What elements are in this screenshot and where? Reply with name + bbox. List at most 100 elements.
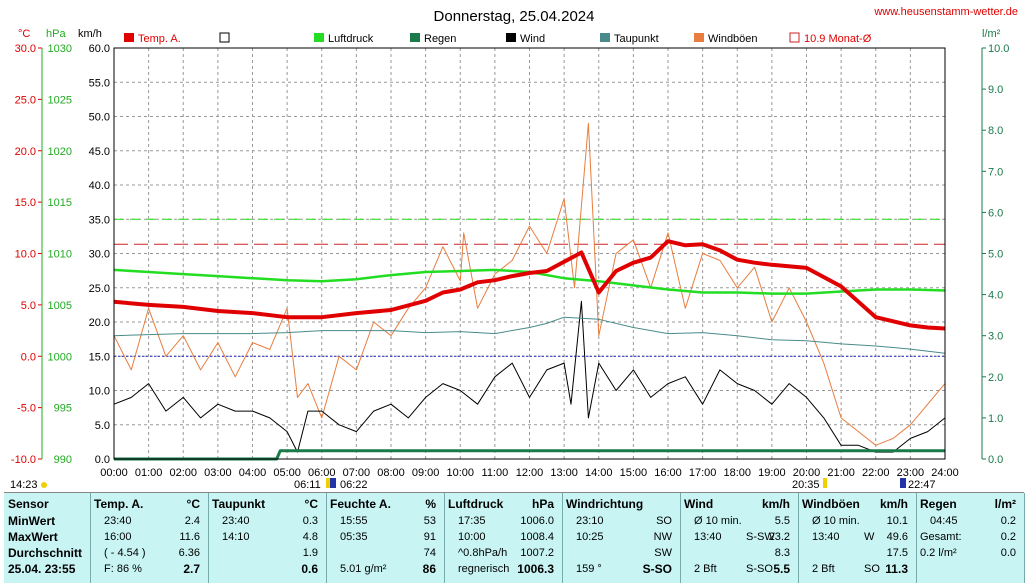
stats-header: Regen l/m² bbox=[916, 496, 1020, 512]
stats-row-label: Durchschnitt bbox=[8, 546, 83, 560]
stats-row-value: 2.7 bbox=[183, 562, 200, 576]
stats-row-value: 10.1 bbox=[886, 515, 908, 527]
stats-row: 0.6 bbox=[208, 561, 322, 577]
stats-row: MinWert bbox=[4, 513, 86, 529]
stats-row-value: 11.3 bbox=[885, 562, 908, 576]
stats-col-sensor: Sensor MinWert MaxWert Durchschnitt 25.04. 2… bbox=[4, 493, 91, 583]
stats-header: Wind km/h bbox=[680, 496, 794, 512]
stats-row-value: 1007.2 bbox=[520, 547, 554, 559]
rain-tick-label: 2.0 bbox=[988, 372, 1003, 384]
axes: 00:00 01:00 02:00 03:00 04:00 05:00 06:00 07:00… bbox=[11, 43, 1010, 479]
stats-row-value: 74 bbox=[423, 547, 436, 559]
press-tick-label: 1030 bbox=[48, 43, 72, 55]
hour-tick-label: 09:00 bbox=[412, 467, 440, 479]
stats-row-label: MinWert bbox=[8, 514, 56, 528]
site-link[interactable]: www.heusenstamm-wetter.de bbox=[873, 6, 1018, 18]
stats-row-value: S-SO bbox=[642, 562, 672, 576]
stats-row: 23:40 2.4 bbox=[90, 513, 204, 529]
hour-tick-label: 18:00 bbox=[723, 467, 751, 479]
stats-row-time: ^0.8hPa/h bbox=[458, 547, 508, 559]
grid bbox=[114, 48, 945, 459]
rain-unit: l/m² bbox=[982, 28, 1001, 40]
stats-header-unit: °C bbox=[304, 497, 318, 511]
stats-row-value: 11.6 bbox=[179, 531, 200, 543]
press-unit: hPa bbox=[46, 28, 66, 40]
stats-row: 13:40 W 49.6 bbox=[798, 529, 912, 545]
stats-row-time: 23:40 bbox=[222, 515, 250, 527]
stats-row: 1.9 bbox=[208, 545, 322, 561]
hour-tick-label: 04:00 bbox=[239, 467, 267, 479]
wind-tick-label: 0.0 bbox=[95, 454, 110, 466]
press-tick-label: 1005 bbox=[48, 300, 72, 312]
stats-row-time: 10:25 bbox=[576, 531, 604, 543]
sun-label: 06:22 bbox=[340, 479, 368, 491]
stats-row-value: 5.5 bbox=[773, 562, 790, 576]
stats-row-value: 2.4 bbox=[184, 515, 200, 527]
stats-row: MaxWert bbox=[4, 529, 86, 545]
press-tick-label: 995 bbox=[54, 403, 72, 415]
stats-col-regen: Regen l/m² 04:45 0.2 Gesamt: 0.2 0.2 l/m² 0.0 bbox=[916, 493, 1025, 583]
sunrise-icon bbox=[326, 478, 330, 488]
press-tick-label: 1000 bbox=[48, 351, 72, 363]
hour-tick-label: 20:00 bbox=[793, 467, 821, 479]
stats-header: Windböen km/h bbox=[798, 496, 912, 512]
wind-unit: km/h bbox=[78, 28, 102, 40]
wind-tick-label: 35.0 bbox=[89, 214, 110, 226]
stats-row: 10:00 1008.4 bbox=[444, 529, 558, 545]
press-tick-label: 1025 bbox=[48, 94, 72, 106]
stats-row-dir: SO bbox=[864, 563, 880, 575]
stats-row-value: 49.6 bbox=[886, 531, 908, 543]
legend-label: Wind bbox=[520, 33, 545, 45]
stats-col-wind: Wind km/h Ø 10 min. 5.5 13:40 S-SW 23.2 8.3 2 Bf… bbox=[680, 493, 799, 583]
stats-row-time: 05:35 bbox=[340, 531, 368, 543]
wind-tick-label: 50.0 bbox=[89, 112, 110, 124]
stats-row-value: 0.2 bbox=[1000, 531, 1016, 543]
plot-frame bbox=[113, 47, 946, 460]
wind-tick-label: 40.0 bbox=[89, 180, 110, 192]
stats-row-value: NW bbox=[653, 531, 672, 543]
stats-row-value: 1006.3 bbox=[517, 562, 554, 576]
legend-label: 10.9 Monat-Ø bbox=[804, 33, 872, 45]
sun-label: 22:47 bbox=[908, 479, 936, 491]
stats-col-feuchte: Feuchte A.% 15:55 53 05:35 91 74 5.01 g/m² 86 bbox=[326, 493, 445, 583]
stats-row-time: 04:45 bbox=[930, 515, 958, 527]
stats-header-unit: % bbox=[425, 497, 436, 511]
moon-icon bbox=[330, 478, 336, 488]
stats-header-label: Windrichtung bbox=[566, 497, 644, 511]
wind-tick-label: 10.0 bbox=[89, 386, 110, 398]
stats-row: Gesamt: 0.2 bbox=[916, 529, 1020, 545]
stats-row-time: regnerisch bbox=[458, 563, 510, 575]
hour-tick-label: 19:00 bbox=[758, 467, 786, 479]
stats-row-time: 14:10 bbox=[222, 531, 250, 543]
stats-row: 25.04. 23:55 bbox=[4, 561, 86, 577]
stats-row-time: 10:00 bbox=[458, 531, 486, 543]
hour-tick-label: 14:00 bbox=[585, 467, 613, 479]
stats-row: 17.5 bbox=[798, 545, 912, 561]
stats-row: 74 bbox=[326, 545, 440, 561]
stats-header-unit: km/h bbox=[879, 497, 908, 511]
stats-col-luftdruck: Luftdruck hPa 17:35 1006.0 10:00 1008.4 ^0.8hP… bbox=[444, 493, 563, 583]
press-tick-label: 1020 bbox=[48, 146, 72, 158]
stats-row: 5.01 g/m² 86 bbox=[326, 561, 440, 577]
temp-tick-label: 25.0 bbox=[15, 94, 36, 106]
hour-tick-label: 17:00 bbox=[689, 467, 717, 479]
stats-table: Sensor MinWert MaxWert Durchschnitt 25.04. 2… bbox=[4, 492, 1025, 583]
rain-tick-label: 0.0 bbox=[988, 454, 1003, 466]
stats-row-value: 1008.4 bbox=[520, 531, 554, 543]
stats-row: regnerisch 1006.3 bbox=[444, 561, 558, 577]
legend-label: Regen bbox=[424, 33, 456, 45]
stats-row-value: 8.3 bbox=[774, 547, 790, 559]
wind-tick-label: 15.0 bbox=[89, 351, 110, 363]
hour-tick-label: 23:00 bbox=[897, 467, 925, 479]
sun-label: 20:35 bbox=[792, 479, 820, 491]
stats-header-label: Temp. A. bbox=[94, 497, 144, 511]
temp-tick-label: 20.0 bbox=[15, 146, 36, 158]
series-line-wind bbox=[113, 300, 946, 453]
stats-row: Ø 10 min. 10.1 bbox=[798, 513, 912, 529]
chart-title: Donnerstag, 25.04.2024 bbox=[434, 8, 595, 25]
temp-tick-label: 5.0 bbox=[21, 300, 36, 312]
stats-row: 13:40 S-SW 23.2 bbox=[680, 529, 794, 545]
hour-tick-label: 21:00 bbox=[827, 467, 855, 479]
stats-row-time: F: 86 % bbox=[104, 563, 142, 575]
hour-tick-label: 10:00 bbox=[446, 467, 474, 479]
